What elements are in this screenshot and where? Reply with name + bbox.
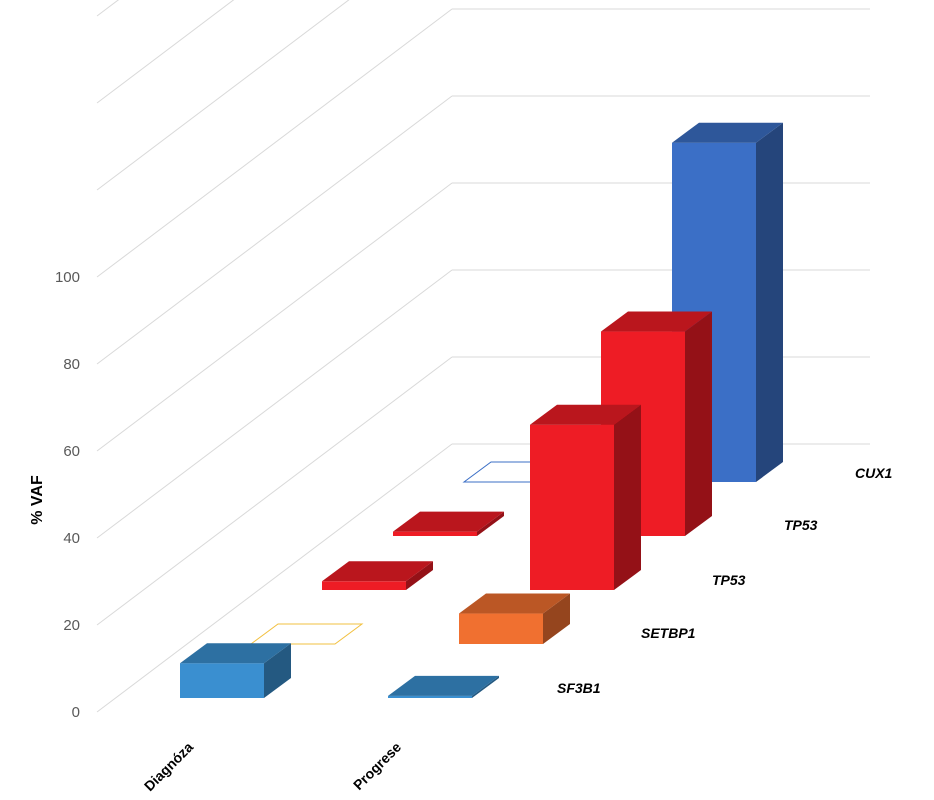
y-axis-label: % VAF (29, 475, 46, 525)
bar-tp53-0 (393, 511, 504, 536)
grid-line-left (96, 356, 453, 626)
bar-side (264, 643, 291, 698)
bar-side (477, 511, 504, 536)
bar-top (388, 675, 499, 696)
grid-line-left (96, 182, 453, 452)
bar-empty-outline (249, 623, 364, 645)
y-tick-label: 60 (63, 443, 80, 460)
bars (180, 122, 783, 698)
bar-top (180, 643, 291, 664)
bar-side (543, 593, 570, 644)
grid-line-left (96, 95, 453, 365)
bar-front (388, 695, 472, 698)
bar-sf3b1-1 (388, 675, 499, 698)
bar-top (322, 561, 433, 582)
bar-tp53-0 (322, 561, 433, 590)
series-label: SETBP1 (641, 625, 696, 641)
bar-front (393, 531, 477, 536)
bar-side (406, 561, 433, 590)
y-tick-label: 0 (72, 704, 80, 721)
series-label: SF3B1 (557, 680, 601, 696)
bar-setbp1-0 (249, 623, 364, 645)
bar-side (756, 122, 783, 482)
grid-line-left (96, 269, 453, 539)
grid-line-left (96, 8, 453, 278)
bar-top (530, 404, 641, 425)
bar-top (601, 311, 712, 332)
y-tick-label: 100 (55, 269, 80, 286)
grid-line-left (96, 0, 120, 17)
grid-line-left (96, 0, 235, 104)
bar-sf3b1-0 (180, 643, 291, 698)
category-label: Progrese (350, 739, 404, 793)
y-tick-label: 40 (63, 530, 80, 547)
bar-front (459, 613, 543, 644)
series-label: CUX1 (855, 465, 893, 481)
grid-line-left (96, 443, 453, 713)
bar-setbp1-1 (459, 593, 570, 644)
y-tick-labels: 0 20 40 60 80 100 (55, 269, 80, 721)
grid-line-left (96, 0, 350, 191)
bar-top (672, 122, 783, 143)
bar-side (614, 404, 641, 590)
bar-tp53-1 (530, 404, 641, 590)
y-tick-label: 20 (63, 617, 80, 634)
bar-top (459, 593, 570, 614)
bar-front (530, 424, 614, 590)
bar-side (472, 675, 499, 698)
category-labels: Diagnóza Progrese (141, 739, 404, 794)
series-label: TP53 (784, 517, 818, 533)
bar-front (322, 581, 406, 590)
bar-front (180, 663, 264, 698)
series-labels: SF3B1 SETBP1 TP53 TP53 CUX1 (557, 465, 893, 696)
bar-top (393, 511, 504, 532)
gridlines (96, 0, 870, 713)
category-label: Diagnóza (141, 739, 196, 794)
bar-side (685, 311, 712, 536)
y-tick-label: 80 (63, 356, 80, 373)
series-label: TP53 (712, 572, 746, 588)
